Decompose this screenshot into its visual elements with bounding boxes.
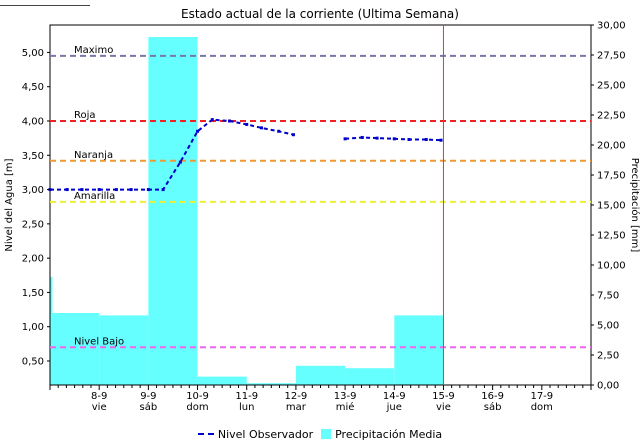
left-tick-label: 4,50 bbox=[22, 82, 44, 93]
precipitation-bar bbox=[99, 315, 149, 385]
right-tick-label: 12,50 bbox=[597, 231, 626, 242]
x-tick-day-label: lun bbox=[239, 402, 254, 413]
water-level-point bbox=[424, 138, 428, 142]
water-level-point bbox=[407, 138, 411, 142]
left-tick-label: 3,00 bbox=[22, 185, 44, 196]
x-tick-date-label: 17-9 bbox=[530, 391, 553, 402]
precipitation-bar bbox=[197, 376, 247, 385]
water-level-point bbox=[360, 135, 364, 139]
right-tick-label: 27,50 bbox=[597, 51, 626, 62]
right-tick-label: 20,00 bbox=[597, 141, 626, 152]
x-tick-date-label: 13-9 bbox=[334, 391, 357, 402]
x-tick-date-label: 16-9 bbox=[481, 391, 504, 402]
legend-item-nivel: Nivel Observador bbox=[197, 427, 314, 441]
left-tick-label: 2,50 bbox=[22, 219, 44, 230]
right-tick-label: 22,50 bbox=[597, 111, 626, 122]
x-tick-day-label: dom bbox=[186, 402, 208, 413]
x-tick-day-label: vie bbox=[436, 402, 451, 413]
precipitation-bar bbox=[295, 365, 346, 385]
x-tick-day-label: sáb bbox=[140, 401, 158, 413]
threshold-label: Roja bbox=[74, 110, 96, 121]
left-tick-label: 2,00 bbox=[22, 254, 44, 265]
left-tick-label: 1,50 bbox=[22, 288, 44, 299]
right-tick-label: 2,50 bbox=[597, 351, 619, 362]
water-level-point bbox=[291, 133, 295, 137]
x-tick-date-label: 12-9 bbox=[285, 391, 308, 402]
left-tick-label: 5,00 bbox=[22, 48, 44, 59]
chart-title: Estado actual de la corriente (Ultima Se… bbox=[181, 7, 459, 21]
x-tick-date-label: 15-9 bbox=[432, 391, 455, 402]
window-tab-strip bbox=[0, 0, 90, 6]
left-tick-label: 4,00 bbox=[22, 117, 44, 128]
x-tick-date-label: 10-9 bbox=[186, 391, 209, 402]
left-tick-label: 1,00 bbox=[22, 322, 44, 333]
right-tick-label: 15,00 bbox=[597, 201, 626, 212]
x-tick-day-label: jue bbox=[386, 402, 402, 413]
x-tick-date-label: 14-9 bbox=[383, 391, 406, 402]
water-level-point bbox=[196, 129, 200, 133]
water-level-point bbox=[277, 129, 281, 133]
precipitation-bar bbox=[345, 368, 395, 385]
x-tick-day-label: mié bbox=[336, 401, 355, 413]
water-level-point bbox=[245, 122, 249, 126]
water-level-point bbox=[392, 137, 396, 141]
legend-item-precipitacion: Precipitación Media bbox=[321, 428, 442, 441]
water-level-point bbox=[161, 188, 165, 192]
water-level-point bbox=[210, 118, 214, 122]
water-level-point bbox=[80, 188, 84, 192]
precipitation-bar bbox=[246, 383, 296, 385]
water-level-point bbox=[228, 119, 232, 123]
threshold-label: Amarilla bbox=[74, 191, 115, 202]
legend-line-swatch bbox=[197, 433, 214, 435]
water-level-point bbox=[343, 137, 347, 141]
left-tick-label: 3,50 bbox=[22, 151, 44, 162]
precipitation-bar bbox=[50, 277, 53, 385]
water-level-point bbox=[65, 188, 69, 192]
right-tick-label: 5,00 bbox=[597, 321, 619, 332]
precipitation-bar bbox=[148, 37, 198, 385]
x-tick-day-label: mar bbox=[286, 402, 307, 413]
legend-bar-swatch bbox=[321, 429, 332, 439]
precipitation-bar bbox=[394, 315, 444, 385]
water-level-point bbox=[97, 188, 101, 192]
right-tick-label: 17,50 bbox=[597, 171, 626, 182]
water-level-point bbox=[146, 188, 150, 192]
legend-label-nivel: Nivel Observador bbox=[217, 427, 314, 441]
threshold-label: Maximo bbox=[74, 45, 113, 56]
x-tick-date-label: 9-9 bbox=[140, 391, 156, 402]
right-tick-label: 25,00 bbox=[597, 81, 626, 92]
right-tick-label: 7,50 bbox=[597, 291, 619, 302]
x-tick-day-label: vie bbox=[92, 402, 107, 413]
y-axis-right-title: Precipitación [mm] bbox=[629, 158, 640, 253]
threshold-label: Naranja bbox=[74, 150, 113, 161]
x-tick-date-label: 11-9 bbox=[235, 391, 258, 402]
water-level-point bbox=[178, 160, 182, 164]
chart-legend: Nivel Observador Precipitación Media bbox=[0, 426, 640, 442]
legend-label-precipitacion: Precipitación Media bbox=[335, 427, 443, 441]
x-tick-day-label: sáb bbox=[484, 401, 502, 413]
right-tick-label: 0,00 bbox=[597, 381, 619, 392]
water-level-point bbox=[259, 126, 263, 130]
y-axis-left-title: Nivel del Agua [m] bbox=[4, 158, 15, 251]
water-level-point bbox=[439, 138, 443, 142]
precipitation-bar bbox=[52, 313, 100, 385]
right-tick-label: 30,00 bbox=[597, 21, 626, 32]
water-level-point bbox=[114, 188, 118, 192]
x-tick-date-label: 8-9 bbox=[91, 391, 107, 402]
water-level-line bbox=[50, 118, 294, 191]
water-level-point bbox=[129, 188, 133, 192]
x-tick-day-label: dom bbox=[531, 402, 553, 413]
water-level-point bbox=[375, 136, 379, 140]
threshold-label: Nivel Bajo bbox=[74, 336, 124, 347]
left-tick-label: 0,50 bbox=[22, 357, 44, 368]
right-tick-label: 10,00 bbox=[597, 261, 626, 272]
